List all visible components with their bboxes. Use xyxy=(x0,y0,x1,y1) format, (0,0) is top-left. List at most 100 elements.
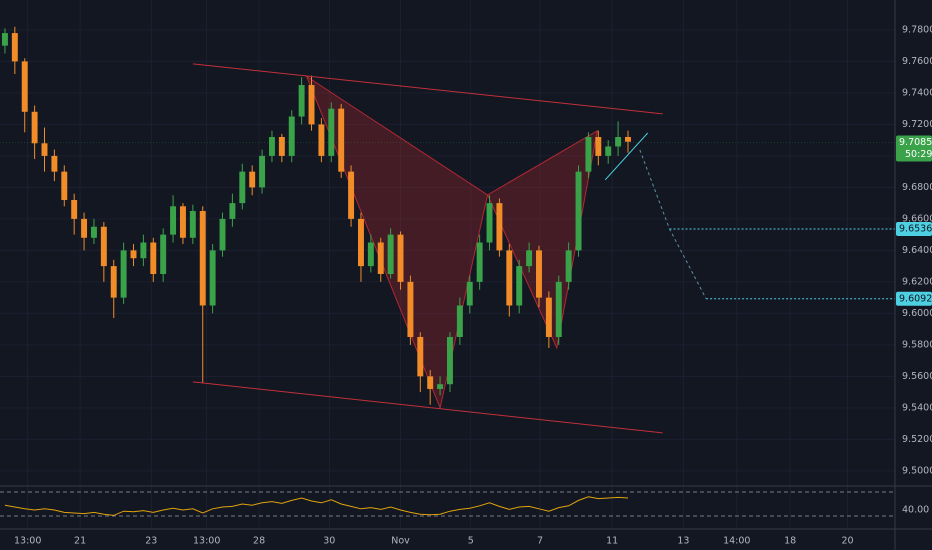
candle-body xyxy=(31,111,38,144)
y-tick-label: 9.54000 xyxy=(902,402,932,413)
candle-body xyxy=(585,136,592,172)
y-tick-label: 9.66000 xyxy=(902,213,932,224)
rsi-line xyxy=(4,496,629,516)
candle-body xyxy=(268,136,275,156)
last-price-box xyxy=(896,135,932,162)
candle-body xyxy=(90,226,97,238)
candle-body xyxy=(536,250,542,298)
trend-line xyxy=(192,381,663,434)
candle-body xyxy=(526,250,533,267)
candle-body xyxy=(71,199,78,219)
candle-body xyxy=(348,171,355,219)
candle-body xyxy=(447,336,453,385)
candle-body xyxy=(51,155,58,172)
candle-body xyxy=(100,226,107,267)
x-tick-label: 23 xyxy=(145,536,157,547)
harmonic-pattern xyxy=(305,75,489,410)
candle-body xyxy=(239,171,246,204)
price-label-box xyxy=(896,291,932,306)
candle-body xyxy=(21,61,28,112)
candle-body xyxy=(615,136,622,147)
candle-body xyxy=(486,203,493,243)
candle-body xyxy=(41,143,48,156)
candle-body xyxy=(199,211,206,306)
x-tick-label: 5 xyxy=(468,536,474,547)
candle-body xyxy=(427,376,434,389)
candle-body xyxy=(278,136,285,156)
candle-body xyxy=(358,218,364,267)
candle-body xyxy=(417,336,424,377)
candle-body xyxy=(179,206,186,238)
candle-body xyxy=(61,171,68,200)
y-tick-label: 9.62000 xyxy=(902,276,932,287)
candle-body xyxy=(160,234,167,274)
candle-body xyxy=(506,250,513,306)
candle-body xyxy=(249,171,256,188)
candle-body xyxy=(595,136,602,156)
candle-body xyxy=(120,250,127,298)
candle-body xyxy=(397,234,404,282)
candle-body xyxy=(189,211,196,238)
candle-body xyxy=(625,136,631,142)
y-tick-label: 9.60000 xyxy=(902,308,932,319)
price-label: 9.60926 xyxy=(899,293,932,304)
candle-body xyxy=(219,218,226,251)
price-label-box xyxy=(896,221,932,236)
x-tick-label: 21 xyxy=(74,536,86,547)
candle-body xyxy=(545,297,552,337)
candle-body xyxy=(565,250,572,282)
x-tick-label: 18 xyxy=(784,536,796,547)
candle-body xyxy=(229,203,236,219)
candle-body xyxy=(110,266,117,298)
candle-body xyxy=(605,146,612,156)
candle-body xyxy=(328,108,335,156)
candle-body xyxy=(496,203,503,251)
candle-body xyxy=(338,108,345,172)
candle-body xyxy=(575,171,582,251)
candle-body xyxy=(407,281,414,337)
candle-body xyxy=(259,155,266,188)
candle-body xyxy=(367,242,374,267)
x-tick-label: Nov xyxy=(391,536,410,547)
candle-body xyxy=(377,242,384,274)
candle-body xyxy=(1,33,8,46)
candle-body xyxy=(555,281,562,337)
y-tick-label: 9.56000 xyxy=(902,371,932,382)
trend-line xyxy=(192,63,663,115)
candle-body xyxy=(466,281,473,306)
candle-body xyxy=(476,242,483,282)
candle-body xyxy=(456,305,463,337)
x-tick-label: 13:00 xyxy=(193,536,220,547)
x-tick-label: 14:00 xyxy=(723,536,750,547)
bar-countdown: 50:29 xyxy=(905,149,932,160)
y-tick-label: 9.50000 xyxy=(902,465,932,476)
candle-body xyxy=(130,250,137,259)
y-tick-label: 9.52000 xyxy=(902,434,932,445)
x-tick-label: 7 xyxy=(537,536,543,547)
candle-body xyxy=(318,124,325,156)
candle-body xyxy=(140,242,147,259)
y-tick-label: 9.76000 xyxy=(902,56,932,67)
candle-body xyxy=(308,85,315,125)
x-tick-label: 30 xyxy=(323,536,335,547)
candle-body xyxy=(170,206,177,235)
price-label: 9.65361 xyxy=(899,223,932,234)
candle-body xyxy=(516,266,523,306)
candle-body xyxy=(11,33,18,62)
y-tick-label: 9.64000 xyxy=(902,245,932,256)
y-tick-label: 9.58000 xyxy=(902,339,932,350)
trend-line xyxy=(604,132,649,181)
y-tick-label: 9.68000 xyxy=(902,182,932,193)
rsi-tick-label: 40.00 xyxy=(902,505,929,516)
x-tick-label: 28 xyxy=(253,536,265,547)
candle-body xyxy=(387,234,394,274)
candle-body xyxy=(209,250,216,306)
x-tick-label: 20 xyxy=(841,536,853,547)
candle-body xyxy=(437,384,444,389)
candle-body xyxy=(298,85,305,117)
y-tick-label: 9.74000 xyxy=(902,87,932,98)
candle-body xyxy=(81,218,88,238)
x-tick-label: 13:00 xyxy=(14,536,41,547)
